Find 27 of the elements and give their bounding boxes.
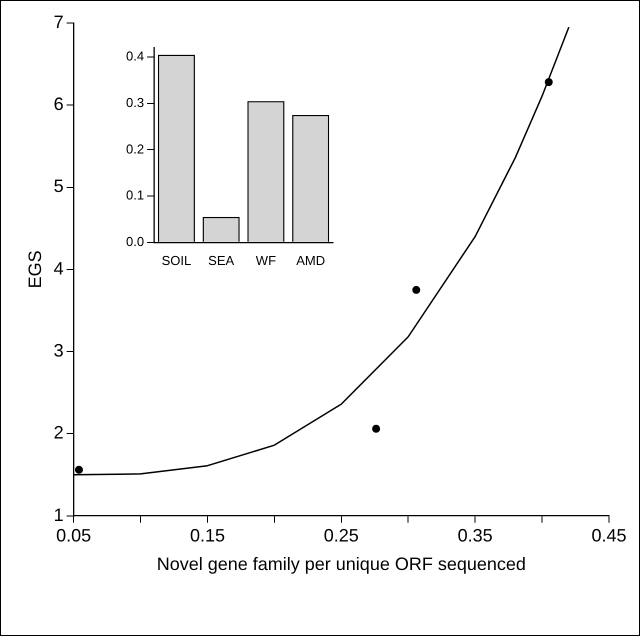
point (412, 286, 420, 294)
x-tick-label: 0.45 (591, 526, 627, 546)
point (544, 78, 553, 86)
point (372, 424, 380, 433)
y-tick-label: 0.2 (126, 141, 144, 156)
y-tick-label: 0.1 (126, 188, 144, 203)
y-tick-label: 0.4 (126, 48, 144, 64)
x-tick-label: SOIL (162, 252, 192, 268)
x-tick-label: 0.15 (190, 526, 225, 546)
x-tick-label: 0.35 (458, 526, 493, 546)
y-tick-label: 4 (54, 258, 64, 278)
y-tick-label: 0.0 (126, 234, 144, 249)
x-tick-label: WF (256, 252, 276, 268)
y-tick-label: 2 (54, 422, 64, 443)
y-tick-label: 7 (54, 12, 64, 32)
y-tick-label: 3 (54, 340, 64, 360)
y-tick-label: 0.3 (126, 94, 144, 110)
y-tick-label: 1 (54, 504, 64, 525)
point (74, 466, 83, 474)
x-axis-title: Novel gene family per unique ORF sequenced (156, 554, 526, 574)
x-tick-label: 0.25 (324, 526, 359, 546)
x-tick-label: AMD (296, 252, 326, 268)
y-axis-title: EGS (24, 250, 45, 288)
y-tick-label: 5 (54, 176, 64, 196)
x-tick-label: 0.05 (56, 526, 92, 546)
y-tick-label: 6 (54, 94, 64, 114)
x-tick-label: SEA (208, 252, 235, 268)
